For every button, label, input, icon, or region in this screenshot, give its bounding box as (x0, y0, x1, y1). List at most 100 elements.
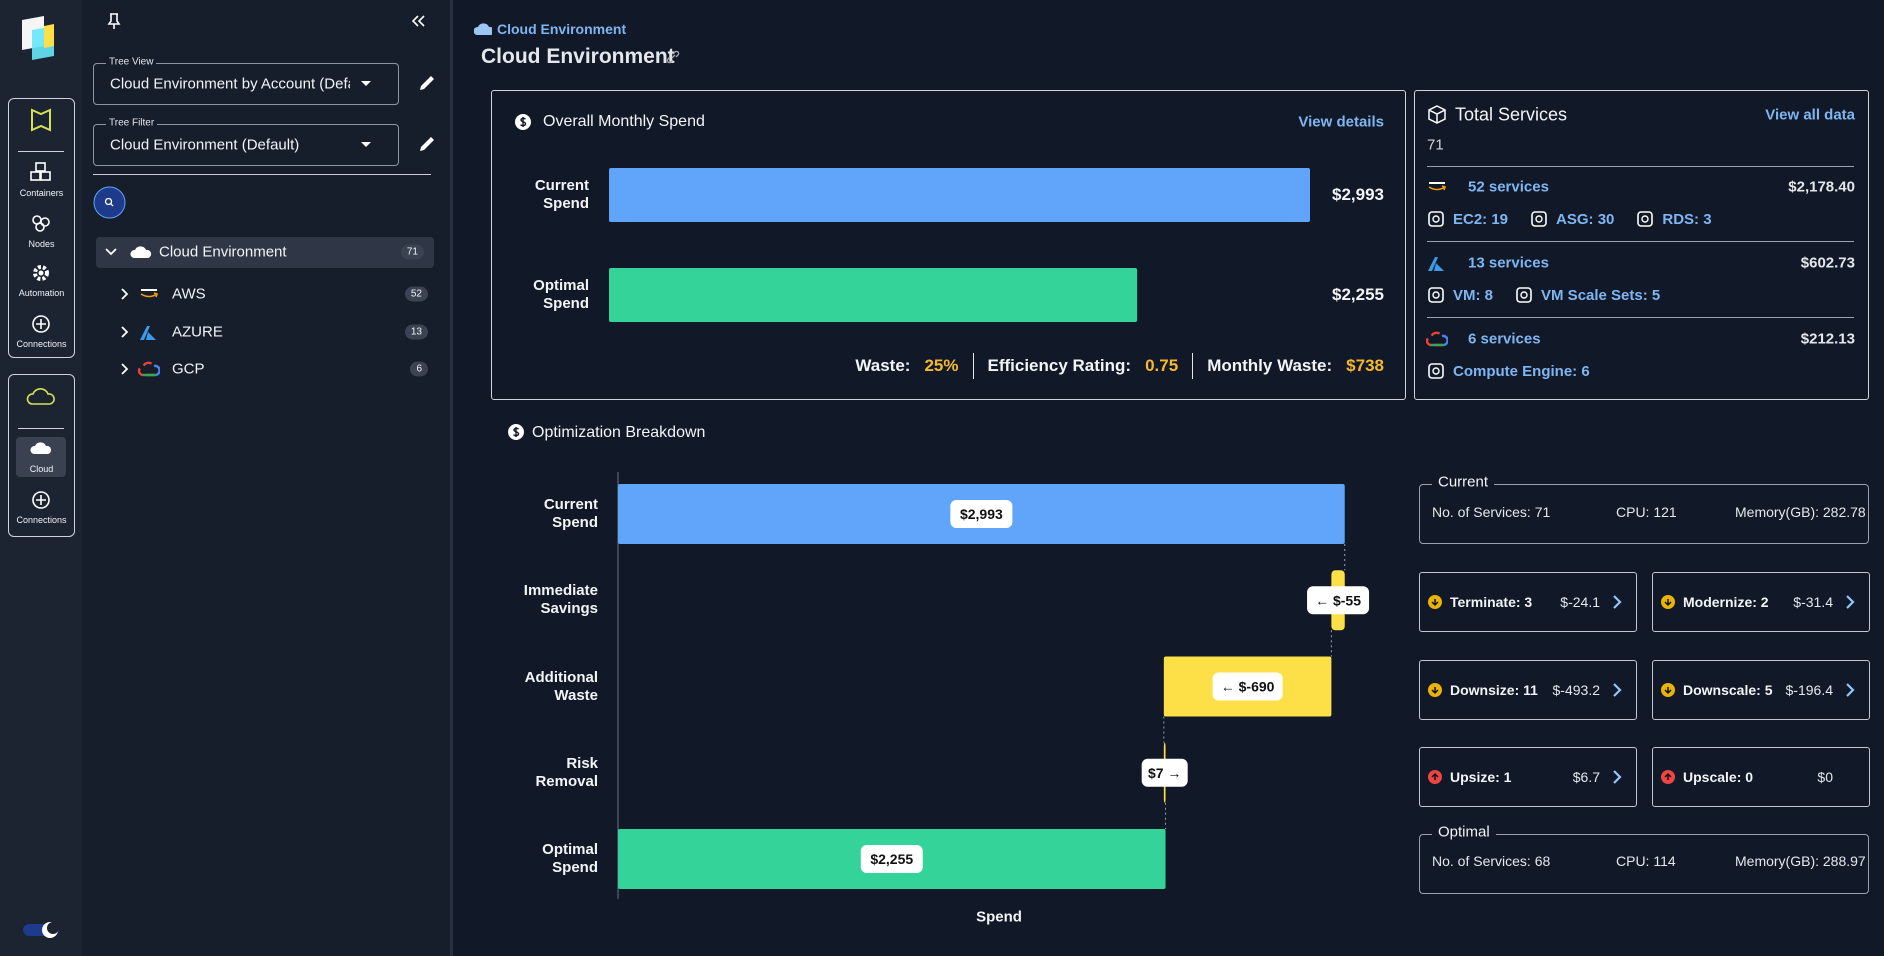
theme-toggle[interactable] (22, 921, 62, 939)
stat: No. of Services: 71 (1432, 504, 1551, 520)
provider-services[interactable]: 13 services (1468, 254, 1549, 272)
tree-label: AZURE (172, 323, 223, 340)
chevron (1846, 595, 1855, 609)
automation-icon[interactable] (30, 262, 52, 284)
connections-icon[interactable] (30, 489, 52, 511)
service-icon (1516, 287, 1532, 303)
dollar-icon (508, 424, 524, 440)
action-card[interactable]: Modernize: 2 $-31.4 (1652, 572, 1870, 632)
provider-cost: $602.73 (1800, 254, 1855, 272)
view-details-link[interactable]: View details (1298, 113, 1384, 131)
logo[interactable] (20, 16, 64, 64)
stat: No. of Services: 68 (1432, 853, 1551, 869)
x-axis-label: Spend (976, 908, 1022, 926)
select-value: Cloud Environment by Account (Default (110, 75, 350, 93)
action-value: $6.7 (1572, 769, 1600, 785)
edit-button[interactable] (418, 74, 436, 92)
cloud-icon[interactable] (26, 386, 56, 408)
section-title: Optimization Breakdown (532, 424, 706, 441)
action-card[interactable]: Upsize: 1 $6.7 (1419, 747, 1637, 807)
chevron[interactable] (104, 247, 118, 257)
value-label: $7 → (1148, 765, 1181, 781)
separator (1427, 241, 1854, 242)
cloud-icon[interactable] (30, 440, 52, 456)
service-item[interactable]: ASG: 30 (1556, 210, 1615, 228)
pin-button[interactable] (106, 12, 122, 30)
bar (609, 268, 1138, 322)
value-label: $2,255 (870, 851, 913, 867)
collapse-button[interactable] (410, 14, 426, 28)
field-label: Tree Filter (106, 117, 158, 129)
action-value: $-493.2 (1552, 681, 1600, 698)
tree-row[interactable]: AZURE 13 (96, 316, 434, 348)
category-label: Immediate Savings (523, 582, 598, 618)
link-icon[interactable] (666, 50, 680, 64)
service-items: EC2: 19 ASG: 30 RDS: 3 (1427, 210, 1712, 228)
search-button[interactable] (93, 186, 126, 219)
tree-filter-select[interactable]: Cloud Environment (Default) (93, 124, 399, 166)
label-box (860, 845, 923, 873)
fieldset-legend: Optimal (1432, 823, 1496, 841)
page-title: Cloud Environment (481, 45, 675, 68)
tree-row[interactable]: AWS 52 (96, 278, 434, 310)
category-label: Risk Removal (535, 754, 598, 790)
service-item[interactable]: RDS: 3 (1662, 210, 1712, 228)
tree-row[interactable]: GCP 6 (96, 353, 434, 385)
chevron (1613, 682, 1622, 697)
provider-services[interactable]: 6 services (1468, 330, 1541, 348)
service-items: Compute Engine: 6 (1427, 362, 1590, 380)
rail-label[interactable]: Connections (16, 339, 67, 349)
dollar-icon (515, 114, 531, 130)
summary-value: 0.75 (1145, 356, 1179, 375)
rail-label[interactable]: Nodes (28, 239, 55, 249)
provider-cost: $212.13 (1800, 330, 1855, 348)
service-item[interactable]: VM: 8 (1453, 286, 1494, 304)
caret (361, 81, 371, 86)
edit-button[interactable] (418, 135, 436, 153)
rail-label[interactable]: Cloud (29, 464, 54, 474)
service-item[interactable]: EC2: 19 (1453, 210, 1509, 228)
tree-row-selected[interactable]: Cloud Environment 71 (96, 237, 434, 268)
rail-label[interactable]: Containers (19, 188, 64, 198)
provider-icon (140, 325, 156, 340)
value-label: $2,993 (1332, 185, 1384, 204)
provider-icon (138, 361, 160, 377)
label-box (1307, 586, 1370, 615)
summary-value: 25% (924, 356, 959, 375)
service-item[interactable]: Compute Engine: 6 (1453, 362, 1590, 380)
services-card (1414, 90, 1869, 400)
nav-group (8, 374, 75, 537)
action-card[interactable]: Downscale: 5 $-196.4 (1652, 659, 1870, 720)
app-icon[interactable] (29, 106, 53, 134)
action-label: Downscale: 5 (1683, 681, 1773, 698)
action-card[interactable]: Terminate: 3 $-24.1 (1419, 572, 1637, 632)
breadcrumb[interactable]: Cloud Environment (497, 21, 627, 37)
summary-label: Efficiency Rating: (987, 356, 1132, 375)
value-label: ← $-690 (1221, 679, 1275, 695)
separator (18, 151, 64, 152)
view-all-link[interactable]: View all data (1765, 106, 1855, 124)
direction-icon (1661, 770, 1675, 784)
provider-icon (140, 289, 159, 298)
label-box (1212, 672, 1283, 701)
direction-icon (1428, 770, 1442, 784)
tree-view-select[interactable]: Cloud Environment by Account (Default (93, 63, 399, 105)
provider-icon (1426, 331, 1448, 347)
value-label: $2,255 (1332, 285, 1384, 304)
service-item[interactable]: VM Scale Sets: 5 (1541, 286, 1661, 304)
resize-divider[interactable] (450, 0, 453, 956)
rail-label[interactable]: Connections (16, 515, 67, 525)
stat: CPU: 114 (1616, 853, 1676, 869)
action-card[interactable]: Downsize: 11 $-493.2 (1419, 659, 1637, 720)
direction-icon (1428, 682, 1442, 697)
tree-label: GCP (172, 360, 205, 378)
provider-services[interactable]: 52 services (1468, 178, 1549, 196)
containers-icon[interactable] (30, 162, 52, 182)
chevron (1613, 595, 1622, 609)
connections-icon[interactable] (30, 313, 52, 335)
rail-label[interactable]: Automation (18, 288, 65, 298)
nodes-icon[interactable] (30, 213, 52, 233)
direction-icon (1428, 595, 1442, 609)
service-icon (1428, 287, 1444, 303)
